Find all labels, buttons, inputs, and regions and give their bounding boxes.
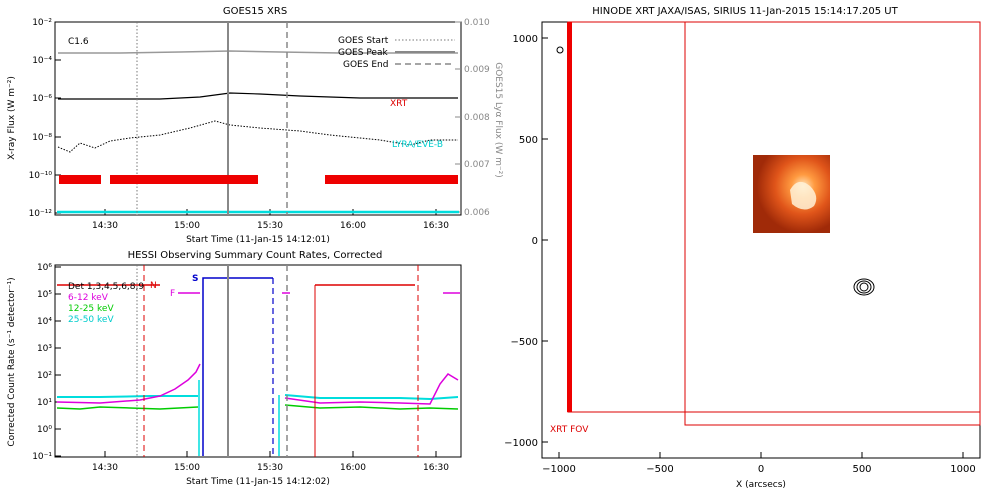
- hessi-x-label: Start Time (11-Jan-15 14:12:02): [186, 477, 330, 487]
- xrt-x-tick-label: −1000: [542, 464, 576, 475]
- goes-y2-tick-label: 0.007: [464, 160, 490, 170]
- xrt-panel: HINODE XRT JAXA/ISAS, SIRIUS 11-Jan-2015…: [504, 6, 981, 490]
- hessi-x-tick-label: 16:00: [340, 463, 366, 473]
- xrt-y-ticks: 1000 500 0 −500 −1000: [504, 34, 548, 449]
- xrt-fov-box: [684, 21, 981, 426]
- goes-y-tick-label: 10⁻⁶: [32, 94, 52, 104]
- goes-y-tick-label: 10⁻²: [32, 18, 52, 28]
- goes-xrt-label: XRT: [390, 99, 408, 109]
- hessi-y-tick-label: 10²: [37, 371, 52, 381]
- goes-y2-tick-label: 0.008: [464, 113, 490, 123]
- hessi-legend-label: 25-50 keV: [68, 315, 114, 325]
- xrt-y-tick-label: 0: [532, 236, 538, 247]
- goes-y-tick-label: 10⁻¹⁰: [29, 171, 53, 181]
- hessi-legend: Det 1,3,4,5,6,8,9 6-12 keV 12-25 keV 25-…: [68, 282, 144, 325]
- hessi-x-tick-label: 16:30: [423, 463, 449, 473]
- xrt-contours: [853, 278, 875, 296]
- xrt-plot-frame: [541, 21, 981, 459]
- goes-x-tick-label: 14:30: [92, 221, 118, 231]
- hessi-x-ticks: 14:30 15:00 15:30 16:00 16:30: [92, 451, 449, 473]
- hessi-trace-6-12: [56, 363, 201, 404]
- hessi-flag-s: S: [192, 274, 198, 284]
- hessi-y-tick-label: 10⁰: [37, 425, 52, 435]
- goes-title: GOES15 XRS: [223, 6, 287, 17]
- goes-y2-ticks: 0.010 0.009 0.008 0.007 0.006 GOES15 Lyα…: [455, 18, 503, 218]
- hessi-y-tick-label: 10³: [37, 344, 52, 354]
- xrt-y-tick-label: 1000: [513, 34, 538, 45]
- hessi-x-tick-label: 15:30: [257, 463, 283, 473]
- xrt-small-contour: [556, 46, 564, 54]
- goes-legend-label: GOES Peak: [338, 48, 388, 58]
- hessi-plot-frame: [54, 264, 462, 458]
- goes-xrt-coverage: [59, 175, 458, 184]
- xrt-y-tick-label: 500: [519, 135, 538, 146]
- xrt-title: HINODE XRT JAXA/ISAS, SIRIUS 11-Jan-2015…: [592, 6, 898, 17]
- hessi-y-tick-label: 10¹: [37, 398, 52, 408]
- hessi-x-tick-label: 15:00: [174, 463, 200, 473]
- hessi-legend-label: 12-25 keV: [68, 304, 114, 314]
- hessi-panel: HESSI Observing Summary Count Rates, Cor…: [7, 250, 462, 487]
- hessi-trace-12-25: [284, 404, 459, 410]
- hessi-title: HESSI Observing Summary Count Rates, Cor…: [128, 250, 383, 261]
- goes-plot-frame: [54, 21, 462, 216]
- goes-y2-tick-label: 0.010: [464, 18, 490, 28]
- goes-x-tick-label: 16:00: [340, 221, 366, 231]
- hessi-flag-f: F: [170, 289, 175, 299]
- goes-lyra-label: LYRA/EVE-B: [392, 140, 443, 150]
- hessi-y-label: Corrected Count Rate (s⁻¹ detector⁻¹): [7, 277, 17, 446]
- goes-legend-label: GOES Start: [338, 36, 389, 46]
- xrt-coverage-bar: [110, 175, 258, 184]
- hessi-y-tick-label: 10⁶: [37, 263, 52, 273]
- xrt-x-ticks: −1000 −500 0 500 1000: [542, 452, 976, 475]
- goes-y-tick-label: 10⁻⁴: [32, 56, 52, 66]
- xrt-fov-strip: [567, 22, 572, 412]
- goes-xrt-trace: [58, 92, 458, 100]
- goes-x-tick-label: 15:00: [174, 221, 200, 231]
- xrt-coverage-bar: [325, 175, 458, 184]
- hessi-trace-12-25: [56, 406, 199, 410]
- xrt-x-tick-label: 0: [758, 464, 764, 475]
- hessi-attenuator-state-line: [202, 277, 273, 456]
- hessi-legend-label: Det 1,3,4,5,6,8,9: [68, 282, 144, 292]
- goes-legend: GOES Start GOES Peak GOES End: [338, 36, 455, 70]
- goes-y-ticks: 10⁻² 10⁻⁴ 10⁻⁶ 10⁻⁸ 10⁻¹⁰ 10⁻¹²: [29, 18, 61, 219]
- hessi-y-tick-label: 10⁻¹: [32, 452, 52, 462]
- hessi-flag-n: N: [150, 281, 157, 291]
- xrt-bright-loop: [790, 181, 817, 210]
- goes-y2-tick-label: 0.006: [464, 208, 490, 218]
- goes-panel: GOES15 XRS 10⁻² 10⁻⁴ 10⁻⁶ 10⁻⁸ 10⁻¹⁰ 10⁻…: [7, 6, 503, 245]
- xrt-y-tick-label: −500: [511, 337, 538, 348]
- xrt-y-tick-label: −1000: [504, 438, 538, 449]
- goes-lyman-alpha-trace: [58, 50, 458, 54]
- goes-y-label: X-ray Flux (W m⁻²): [7, 76, 17, 160]
- goes-x-tick-label: 16:30: [423, 221, 449, 231]
- goes-xray-long-trace: [57, 120, 458, 153]
- xrt-x-tick-label: −500: [646, 464, 673, 475]
- goes-y-tick-label: 10⁻¹²: [29, 209, 53, 219]
- hessi-trace-25-50: [284, 394, 459, 401]
- goes-y2-tick-label: 0.009: [464, 65, 490, 75]
- hessi-trace-6-12: [284, 373, 459, 405]
- xrt-x-tick-label: 1000: [950, 464, 975, 475]
- goes-legend-label: GOES End: [343, 60, 388, 70]
- xrt-x-tick-label: 500: [852, 464, 871, 475]
- goes-class-label: C1.6: [68, 37, 89, 47]
- hessi-y-ticks: 10⁶ 10⁵ 10⁴ 10³ 10² 10¹ 10⁰ 10⁻¹: [32, 263, 61, 462]
- goes-y2-label: GOES15 Lyα Flux (W m⁻²): [493, 62, 503, 178]
- hessi-x-tick-label: 14:30: [92, 463, 118, 473]
- goes-x-tick-label: 15:30: [257, 221, 283, 231]
- hessi-y-tick-label: 10⁴: [37, 317, 52, 327]
- goes-x-label: Start Time (11-Jan-15 14:12:01): [186, 235, 330, 245]
- xrt-coverage-bar: [59, 175, 101, 184]
- goes-y-tick-label: 10⁻⁸: [32, 133, 52, 143]
- hessi-trace-25-50: [57, 395, 198, 398]
- hessi-y-tick-label: 10⁵: [37, 290, 52, 300]
- hessi-legend-label: 6-12 keV: [68, 293, 109, 303]
- xrt-x-label: X (arcsecs): [736, 480, 786, 490]
- xrt-fov-label: XRT FOV: [550, 425, 589, 435]
